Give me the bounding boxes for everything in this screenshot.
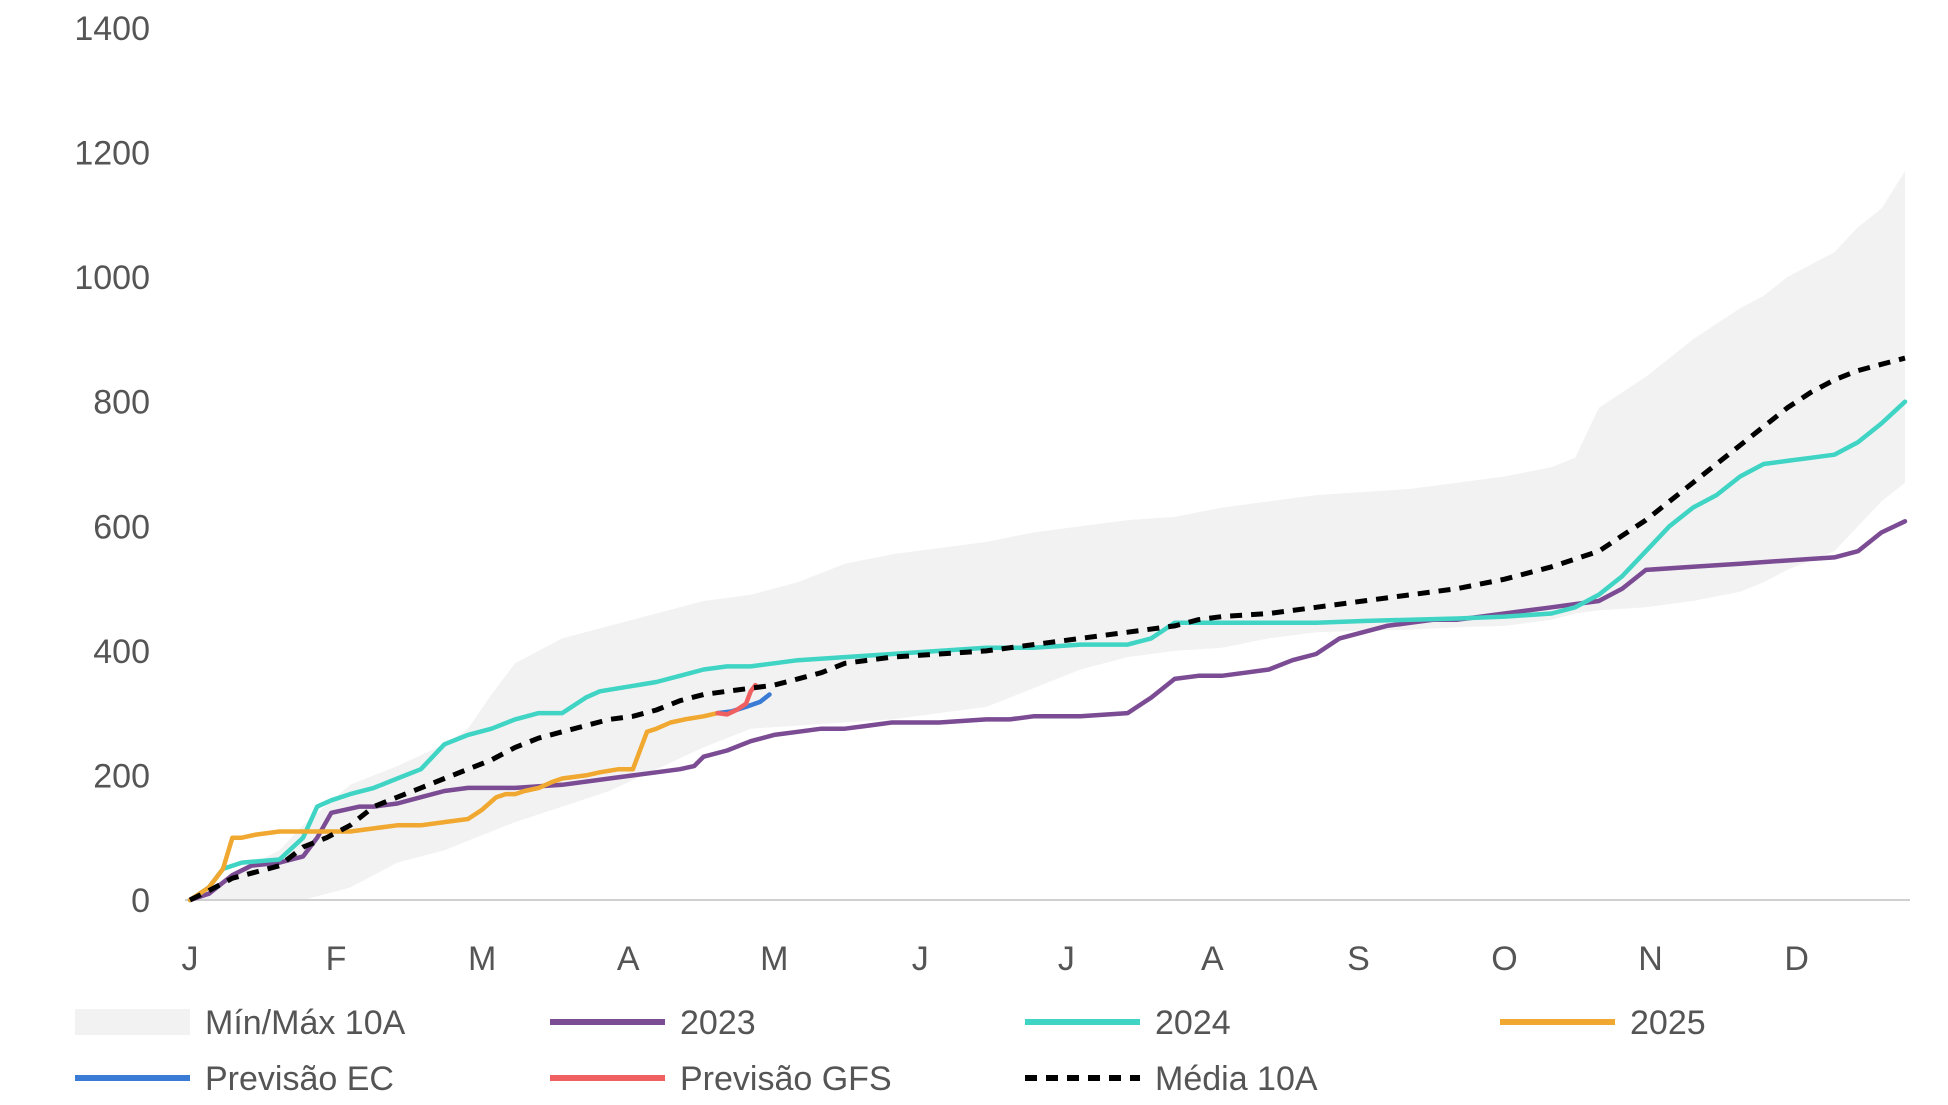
- legend-label: 2024: [1155, 1004, 1231, 1042]
- y-tick-label: 600: [93, 508, 150, 546]
- legend-item: 2023: [550, 1004, 756, 1042]
- x-tick-label: A: [617, 940, 640, 978]
- y-tick-label: 400: [93, 633, 150, 671]
- y-tick-label: 1000: [74, 259, 150, 297]
- x-tick-label: J: [912, 940, 929, 978]
- series-line-2025: [187, 710, 720, 903]
- x-tick-label: N: [1638, 940, 1663, 978]
- y-tick-label: 1200: [74, 135, 150, 173]
- series-layer: [187, 355, 1908, 903]
- x-tick-label: A: [1201, 940, 1224, 978]
- x-tick-label: F: [326, 940, 347, 978]
- legend-label: Mín/Máx 10A: [205, 1004, 406, 1042]
- legend-item: Mín/Máx 10A: [75, 1004, 406, 1042]
- legend-swatch: [75, 1009, 190, 1035]
- series-line-2023: [187, 519, 1908, 903]
- series-line-2024: [187, 399, 1908, 903]
- legend-item: Previsão GFS: [550, 1060, 892, 1098]
- legend-item: Previsão EC: [75, 1060, 394, 1098]
- legend-label: 2023: [680, 1004, 756, 1042]
- x-tick-label: O: [1491, 940, 1517, 978]
- legend-label: Média 10A: [1155, 1060, 1318, 1098]
- x-tick-label: D: [1784, 940, 1809, 978]
- y-tick-label: 800: [93, 384, 150, 422]
- legend-item: Média 10A: [1025, 1060, 1318, 1098]
- legend-item: 2025: [1500, 1004, 1706, 1042]
- x-tick-label: J: [1058, 940, 1075, 978]
- y-tick-label: 0: [131, 882, 150, 920]
- series-line-previs-o-ec: [715, 692, 772, 716]
- legend: Mín/Máx 10A 2023 2024 2025 Previsão EC Previs…: [75, 1004, 1706, 1098]
- legend-item: 2024: [1025, 1004, 1231, 1042]
- y-axis: 0 200 400 600 800 1000 1200 1400: [74, 10, 150, 920]
- x-tick-label: J: [182, 940, 199, 978]
- legend-label: 2025: [1630, 1004, 1706, 1042]
- x-tick-label: M: [468, 940, 496, 978]
- legend-label: Previsão GFS: [680, 1060, 892, 1098]
- series-line-previs-o-gfs: [715, 682, 758, 717]
- y-tick-label: 1400: [74, 10, 150, 48]
- series-line-m-dia-10a: [188, 355, 1906, 903]
- y-tick-label: 200: [93, 757, 150, 795]
- legend-label: Previsão EC: [205, 1060, 394, 1098]
- x-tick-label: M: [760, 940, 788, 978]
- x-tick-label: S: [1347, 940, 1370, 978]
